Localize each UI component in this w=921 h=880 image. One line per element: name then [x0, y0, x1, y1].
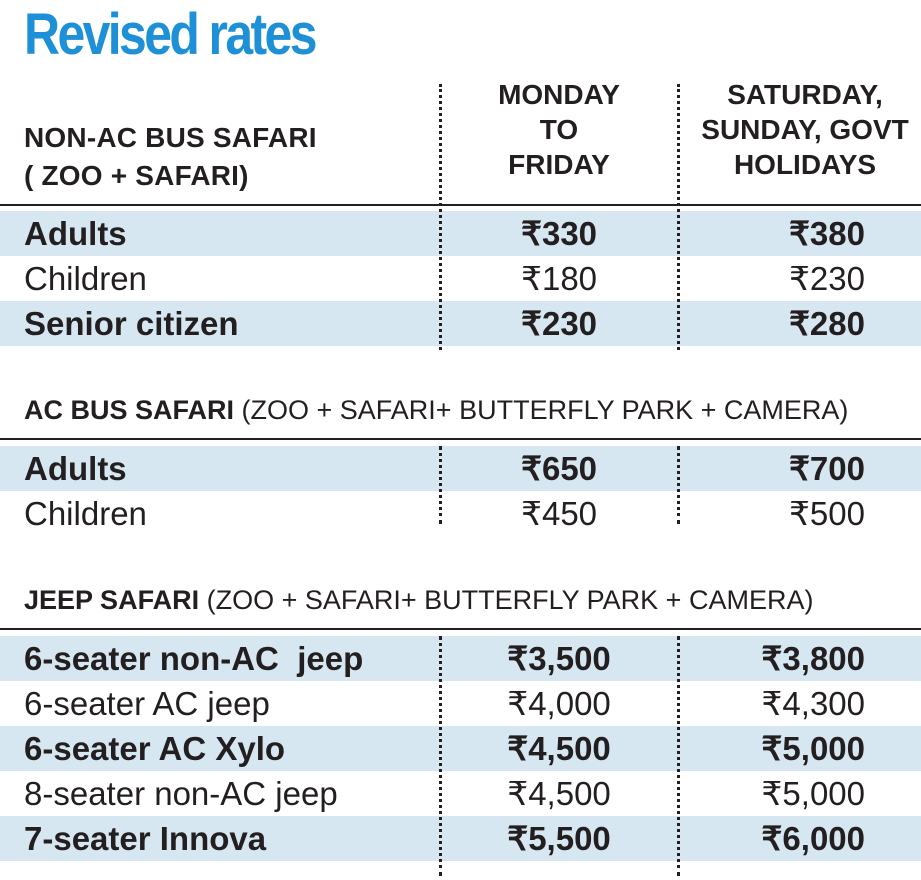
jeep-heading: JEEP SAFARI (ZOO + SAFARI+ BUTTERFLY PAR… — [24, 580, 813, 620]
non-ac-bus-subtitle: ( ZOO + SAFARI) — [24, 160, 249, 191]
section-divider — [0, 628, 921, 630]
row-label: Adults — [24, 450, 127, 487]
column-header-weekday-line: FRIDAY — [508, 149, 610, 180]
column-header-weekend-line: HOLIDAYS — [733, 149, 877, 180]
column-header-weekday-line: TO — [539, 114, 579, 145]
weekday-rate: ₹180 — [520, 260, 598, 297]
ac-bus-description: (ZOO + SAFARI+ BUTTERFLY PARK + CAMERA) — [234, 395, 849, 425]
column-separator — [677, 84, 680, 350]
table-row: 8-seater non-AC jeep ₹4,500 ₹5,000 — [0, 771, 921, 816]
table-row: Children ₹450 ₹500 — [0, 491, 921, 536]
weekend-rate: ₹5,000 — [761, 775, 865, 812]
row-label: 6-seater non-AC jeep — [24, 640, 364, 677]
column-separator — [439, 636, 442, 876]
weekend-rate: ₹500 — [788, 495, 865, 532]
row-label: 8-seater non-AC jeep — [24, 775, 338, 812]
row-label: 7-seater Innova — [24, 820, 267, 857]
row-label: Children — [24, 495, 147, 532]
row-label: 6-seater AC jeep — [24, 685, 270, 722]
weekday-rate: ₹230 — [520, 305, 598, 342]
table-row: Adults ₹650 ₹700 — [0, 446, 921, 491]
weekend-rate: ₹700 — [788, 450, 865, 487]
table-row: 6-seater non-AC jeep ₹3,500 ₹3,800 — [0, 636, 921, 681]
weekday-rate: ₹330 — [520, 215, 598, 252]
column-separator — [439, 446, 442, 524]
weekday-rate: ₹5,500 — [507, 820, 611, 857]
table-row: 7-seater Innova ₹5,500 ₹6,000 — [0, 816, 921, 861]
column-header-weekday-line: MONDAY — [498, 79, 620, 110]
non-ac-bus-title: NON-AC BUS SAFARI — [24, 122, 317, 153]
column-header-weekend-line: SUNDAY, GOVT — [701, 114, 909, 145]
table-row: Adults ₹330 ₹380 — [0, 211, 921, 256]
table-row: Senior citizen ₹230 ₹280 — [0, 301, 921, 346]
page-title: Revised rates — [24, 2, 317, 67]
ac-bus-heading: AC BUS SAFARI (ZOO + SAFARI+ BUTTERFLY P… — [24, 390, 848, 430]
weekday-rate: ₹4,500 — [507, 775, 611, 812]
column-header-weekend-line: SATURDAY, — [727, 79, 883, 110]
jeep-title: JEEP SAFARI — [24, 585, 200, 615]
weekend-rate: ₹280 — [788, 305, 865, 342]
non-ac-bus-header: NON-AC BUS SAFARI ( ZOO + SAFARI) — [24, 114, 317, 190]
table-row: 6-seater AC jeep ₹4,000 ₹4,300 — [0, 681, 921, 726]
row-label: Adults — [24, 215, 127, 252]
weekend-rate: ₹4,300 — [761, 685, 865, 722]
ac-bus-title: AC BUS SAFARI — [24, 395, 235, 425]
row-label: Senior citizen — [24, 305, 239, 342]
jeep-description: (ZOO + SAFARI+ BUTTERFLY PARK + CAMERA) — [199, 585, 814, 615]
column-separator — [439, 84, 442, 350]
column-separator — [677, 446, 680, 524]
weekend-rate: ₹5,000 — [761, 730, 865, 767]
weekday-rate: ₹650 — [520, 450, 598, 487]
section-divider — [0, 204, 921, 206]
weekday-rate: ₹450 — [520, 495, 598, 532]
column-separator — [677, 636, 680, 876]
weekday-rate: ₹4,500 — [507, 730, 611, 767]
weekend-rate: ₹3,800 — [761, 640, 865, 677]
column-header-weekday: MONDAY TO FRIDAY — [439, 77, 679, 182]
table-row: 6-seater AC Xylo ₹4,500 ₹5,000 — [0, 726, 921, 771]
table-row: Children ₹180 ₹230 — [0, 256, 921, 301]
weekend-rate: ₹6,000 — [761, 820, 865, 857]
section-divider — [0, 438, 921, 440]
column-header-weekend: SATURDAY, SUNDAY, GOVT HOLIDAYS — [685, 77, 921, 182]
weekend-rate: ₹230 — [788, 260, 865, 297]
weekday-rate: ₹3,500 — [507, 640, 611, 677]
row-label: 6-seater AC Xylo — [24, 730, 286, 767]
row-label: Children — [24, 260, 147, 297]
weekend-rate: ₹380 — [788, 215, 865, 252]
weekday-rate: ₹4,000 — [507, 685, 611, 722]
